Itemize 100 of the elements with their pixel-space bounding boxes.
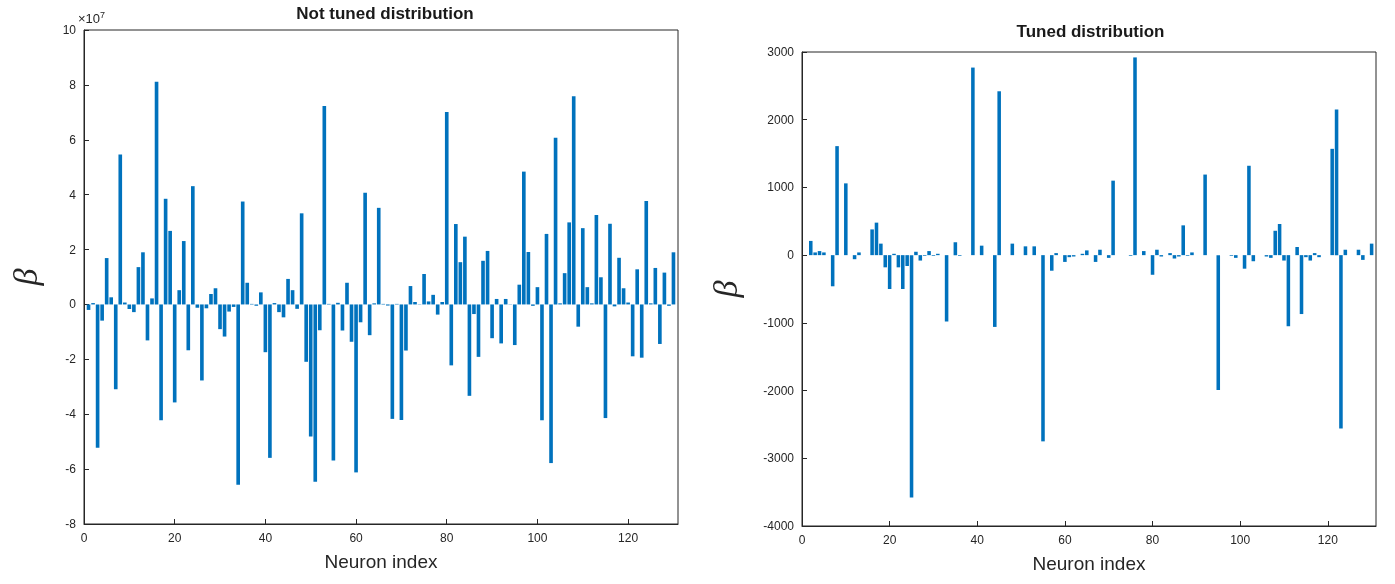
x-axis-title: Neuron index [324,551,438,572]
bar [86,304,91,310]
bar [808,240,813,256]
bar [658,304,662,344]
bar [1085,250,1089,256]
bar [1181,225,1185,256]
chart-title: Not tuned distribution [296,4,474,23]
bar [354,304,358,473]
y-tick-label: -1000 [763,315,795,330]
bar [118,154,123,305]
bar [286,278,290,305]
bar [172,304,177,403]
bar [512,304,517,346]
y-tick-label: 2000 [767,112,795,127]
bar [345,282,349,305]
bar [1269,255,1273,258]
bar [1317,255,1321,258]
bar [1216,255,1221,390]
bar [1361,255,1365,260]
bar [993,255,997,327]
y-tick-label: -3000 [763,451,795,466]
bar [490,304,494,339]
x-tick-label: 20 [168,531,182,545]
bar [857,252,861,256]
y-tick-label: 1000 [767,180,795,195]
y-tick-label: 2 [69,242,77,257]
x-tick-label: 100 [1230,533,1251,547]
bar [1106,255,1111,258]
bar [576,304,581,327]
bar [635,269,640,305]
bar [580,228,585,305]
bar [277,304,281,313]
x-tick-label: 120 [618,531,639,545]
bar [1054,253,1058,256]
bar [918,255,923,261]
x-tick-label: 60 [349,531,364,545]
bar [1247,165,1251,256]
y-tick-label: -6 [65,462,77,477]
x-tick-label: 80 [440,531,454,545]
x-tick-label: 40 [970,533,985,547]
bar [644,200,649,305]
x-tick-label: 120 [1317,533,1339,547]
bar [1172,255,1177,259]
y-tick-label: 3000 [767,45,795,59]
x-axis-title: Neuron index [1032,553,1146,574]
bar [1142,251,1146,256]
y-tick-label: -4 [65,407,77,422]
bar [844,183,848,256]
y-axis-title: β [706,280,744,299]
bar [617,257,621,305]
bar [313,304,318,482]
bar [1063,255,1067,262]
x-tick-label: 0 [798,533,806,547]
y-tick-label: -8 [65,517,77,531]
bar [540,304,544,421]
bar [463,236,467,305]
bar [971,67,975,256]
bar [1049,255,1054,271]
bar [191,186,195,305]
bar [259,292,263,305]
bar [1133,57,1137,256]
bar [236,304,240,485]
bar [141,252,145,305]
x-tick-label: 80 [1145,533,1160,547]
bar [1041,255,1045,442]
x-tick-label: 100 [527,531,548,545]
bar [422,273,426,305]
bar [914,251,918,256]
bar [181,241,186,305]
bar [186,304,191,351]
y-tick-label: 0 [69,297,77,312]
y-tick-label: -2 [65,352,77,367]
bar [240,201,245,305]
y-tick-label: 4 [69,187,77,202]
x-tick-label: 60 [1058,533,1072,547]
bar [159,304,163,421]
bar [454,224,458,305]
bar [1190,252,1194,256]
bar [835,146,839,256]
bar [549,304,553,464]
x-tick-label: 40 [258,531,273,545]
bar [268,304,272,458]
bar [1098,249,1102,256]
y-tick-label: 0 [787,248,795,263]
bar [1111,180,1115,256]
y-tick-label: 6 [69,132,77,147]
bar [295,304,299,309]
bar [1295,247,1299,256]
bar [444,112,449,305]
bar [200,304,204,381]
bar [449,304,454,366]
bar [1168,253,1172,256]
y-tick-label: -4000 [763,519,795,533]
bar [639,304,644,358]
bar [1155,249,1159,256]
bar [608,223,612,305]
bar [1203,174,1207,256]
bar [901,255,905,289]
bar [431,294,435,305]
y-tick-label: -2000 [763,383,795,398]
